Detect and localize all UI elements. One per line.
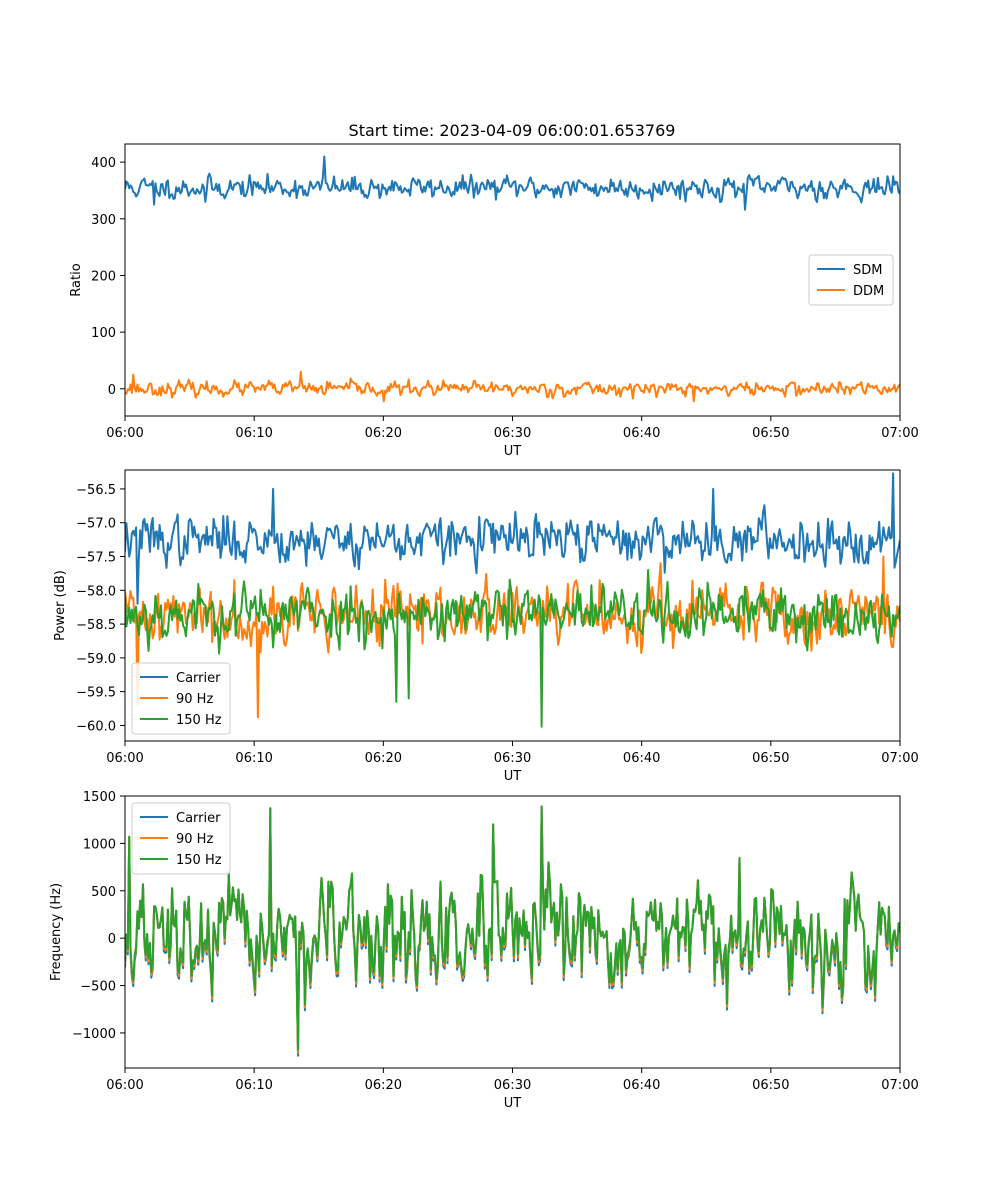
x-tick-label-power-6: 07:00 [881, 751, 918, 766]
figure-title: Start time: 2023-04-09 06:00:01.653769 [349, 121, 676, 140]
x-tick-label-power-2: 06:20 [365, 751, 402, 766]
y-tick-label-power-7: −56.5 [76, 483, 116, 498]
plot-area-ratio [125, 155, 900, 403]
x-tick-label-ratio-2: 06:20 [365, 426, 402, 441]
x-tick-label-ratio-5: 06:50 [752, 426, 789, 441]
plot-area-frequency [125, 805, 900, 1057]
y-tick-label-ratio-3: 300 [91, 213, 116, 228]
y-tick-label-frequency-5: 1500 [83, 790, 116, 805]
y-tick-label-frequency-1: −500 [80, 980, 116, 995]
series-line-ratio-1 [125, 370, 900, 403]
legend-label-power-1: 90 Hz [176, 692, 213, 707]
y-tick-label-ratio-0: 0 [108, 383, 116, 398]
y-tick-label-ratio-1: 100 [91, 326, 116, 341]
series-line-power-2 [125, 569, 900, 728]
x-tick-label-frequency-1: 06:10 [235, 1078, 272, 1093]
x-tick-label-frequency-6: 07:00 [881, 1078, 918, 1093]
legend-label-ratio-1: DDM [853, 284, 884, 299]
x-tick-label-ratio-0: 06:00 [106, 426, 143, 441]
legend-box-ratio [808, 254, 894, 306]
panel-ratio: 06:00 06:10 06:20 06:30 06:40 06:50 07:00 0 100 2… [69, 143, 919, 459]
x-tick-label-power-1: 06:10 [235, 751, 272, 766]
legend-ratio: SDM DDM [808, 254, 894, 306]
series-line-frequency-2 [125, 805, 900, 1051]
x-tick-label-frequency-2: 06:20 [365, 1078, 402, 1093]
x-axis-label-ratio: UT [504, 444, 522, 459]
x-tick-label-frequency-0: 06:00 [106, 1078, 143, 1093]
x-tick-label-power-4: 06:40 [623, 751, 660, 766]
y-tick-label-ratio-4: 400 [91, 156, 116, 171]
y-tick-label-power-6: −57.0 [76, 517, 116, 532]
legend-label-power-0: Carrier [176, 671, 221, 686]
x-tick-label-ratio-6: 07:00 [881, 426, 918, 441]
x-tick-label-ratio-1: 06:10 [235, 426, 272, 441]
series-line-power-0 [125, 472, 900, 605]
x-tick-label-power-5: 06:50 [752, 751, 789, 766]
panel-power: 06:00 06:10 06:20 06:30 06:40 06:50 07:00 −60.0… [53, 469, 919, 784]
y-tick-label-power-0: −60.0 [76, 719, 116, 734]
y-tick-label-power-1: −59.5 [76, 686, 116, 701]
x-tick-label-frequency-4: 06:40 [623, 1078, 660, 1093]
legend-label-power-2: 150 Hz [176, 713, 222, 728]
legend-label-ratio-0: SDM [853, 263, 882, 278]
y-tick-label-power-2: −59.0 [76, 652, 116, 667]
y-axis-label-ratio: Ratio [69, 263, 84, 296]
legend-label-frequency-2: 150 Hz [176, 853, 222, 868]
y-tick-label-frequency-4: 1000 [83, 837, 116, 852]
y-tick-label-power-5: −57.5 [76, 551, 116, 566]
y-tick-label-frequency-0: −1000 [72, 1027, 116, 1042]
x-axis-label-power: UT [504, 769, 522, 784]
legend-box-frequency [131, 802, 231, 875]
x-tick-label-ratio-3: 06:30 [494, 426, 531, 441]
y-tick-label-power-3: −58.5 [76, 618, 116, 633]
legend-label-frequency-0: Carrier [176, 811, 221, 826]
y-tick-label-ratio-2: 200 [91, 269, 116, 284]
y-tick-label-frequency-2: 0 [108, 932, 116, 947]
y-tick-label-frequency-3: 500 [91, 885, 116, 900]
x-tick-label-power-0: 06:00 [106, 751, 143, 766]
x-axis-label-frequency: UT [504, 1096, 522, 1111]
x-tick-label-frequency-3: 06:30 [494, 1078, 531, 1093]
legend-frequency: Carrier 90 Hz 150 Hz [131, 802, 231, 875]
x-tick-label-ratio-4: 06:40 [623, 426, 660, 441]
series-line-ratio-0 [125, 155, 900, 211]
x-tick-label-power-3: 06:30 [494, 751, 531, 766]
y-axis-label-power: Power (dB) [53, 570, 68, 641]
legend-box-power [131, 662, 231, 735]
legend-label-frequency-1: 90 Hz [176, 832, 213, 847]
legend-power: Carrier 90 Hz 150 Hz [131, 662, 231, 735]
panel-frequency: 06:00 06:10 06:20 06:30 06:40 06:50 07:00 −1000… [49, 790, 919, 1111]
x-tick-label-frequency-5: 06:50 [752, 1078, 789, 1093]
plot-area-power [125, 472, 900, 728]
y-tick-label-power-4: −58.0 [76, 584, 116, 599]
y-axis-label-frequency: Frequency (Hz) [49, 883, 64, 981]
series-line-power-1 [125, 555, 900, 719]
